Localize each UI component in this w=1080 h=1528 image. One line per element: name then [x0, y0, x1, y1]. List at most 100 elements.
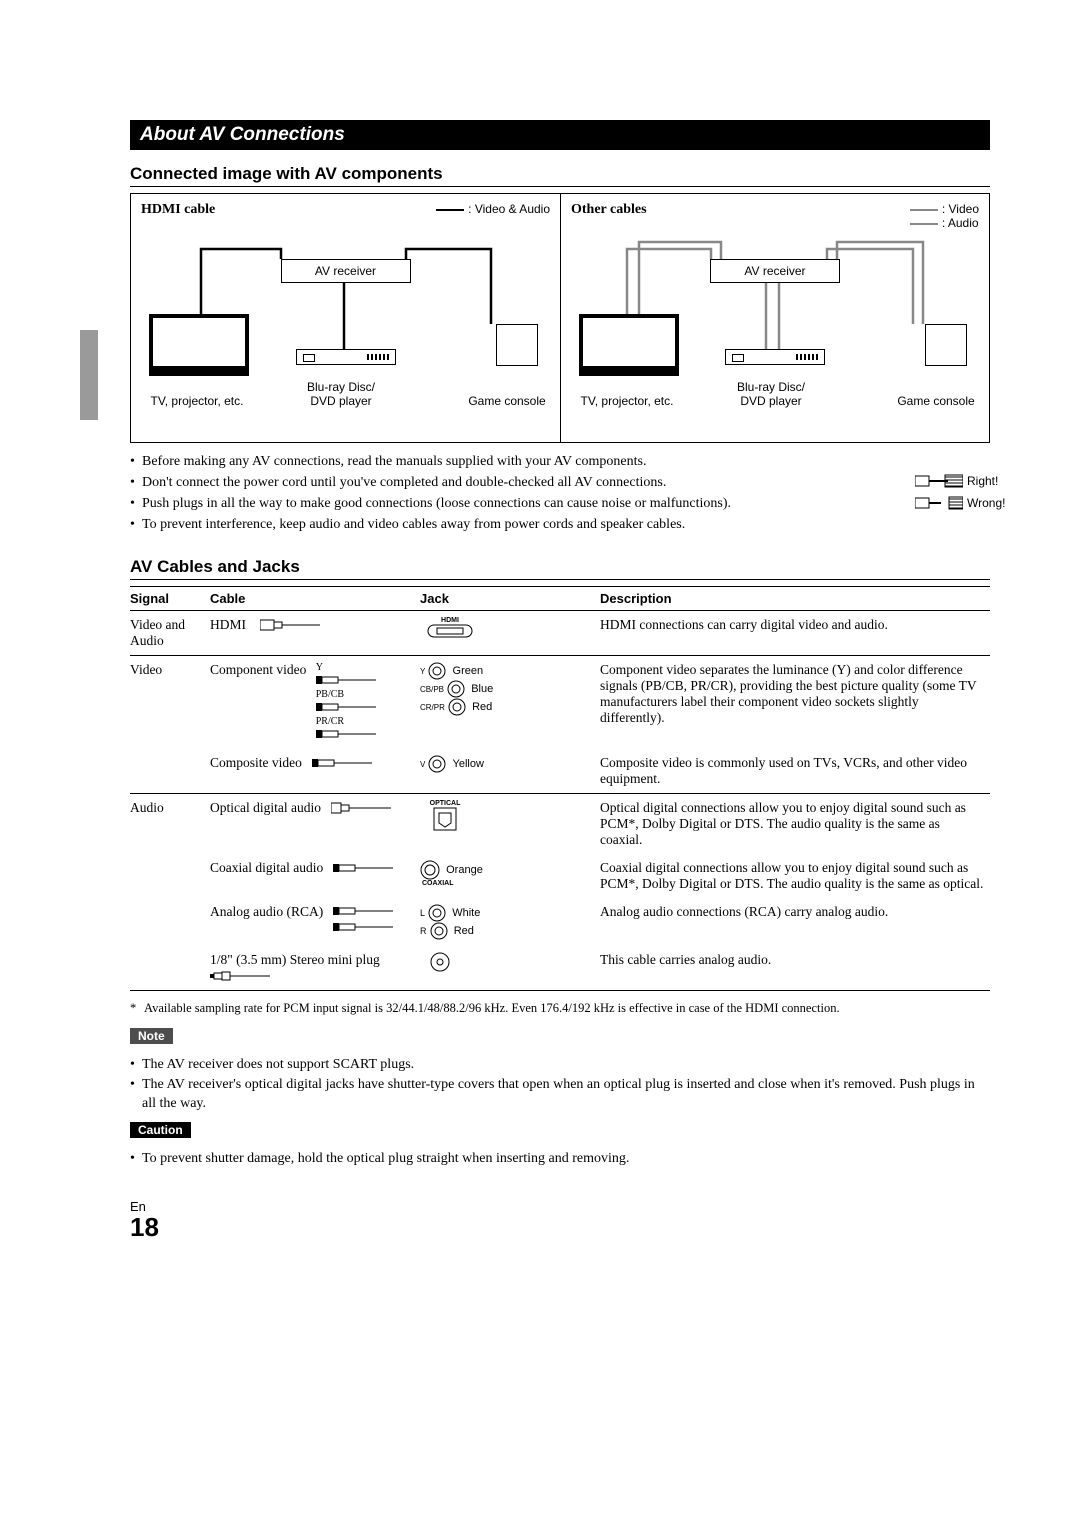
jack-prefix: L — [420, 907, 425, 917]
jack-color: Yellow — [453, 757, 484, 769]
table-row: Coaxial digital audio Orange COAXIAL Coa… — [130, 854, 990, 898]
note-tag: Note — [130, 1028, 173, 1044]
plug-callout: Right! Wrong! — [915, 468, 1010, 516]
note-bullet-list: The AV receiver does not support SCART p… — [130, 1056, 990, 1115]
diagram-hdmi: HDMI cable : Video & Audio AV receiver T… — [131, 194, 560, 442]
jack-prefix: Y — [420, 666, 425, 675]
hdmi-jack-icon — [427, 624, 473, 638]
diagram-other: Other cables : Video : Audio AV receiver — [560, 194, 989, 442]
cell-signal: Video and Audio — [130, 610, 210, 655]
table-row: Video Component video Y PB/CB PR/CR Y Gr… — [130, 655, 990, 749]
optical-jack-icon — [433, 807, 457, 831]
legend-hdmi: : Video & Audio — [436, 202, 550, 216]
top-bullet: To prevent interference, keep audio and … — [130, 516, 900, 535]
plug-wrong-label: Wrong! — [967, 496, 1005, 510]
top-bullet-list: Before making any AV connections, read t… — [130, 453, 990, 535]
table-row: 1/8" (3.5 mm) Stereo mini plug This cabl… — [130, 946, 990, 991]
other-receiver: AV receiver — [710, 259, 840, 283]
cables-table: Signal Cable Jack Description Video and … — [130, 586, 990, 991]
legend-hdmi-text: : Video & Audio — [468, 202, 550, 216]
jack-color: Blue — [471, 682, 493, 694]
other-tv-label: TV, projector, etc. — [577, 394, 677, 408]
cable-name: Coaxial digital audio — [210, 860, 323, 875]
hdmi-console — [496, 324, 538, 366]
cell-signal — [130, 946, 210, 991]
caution-tag: Caution — [130, 1122, 191, 1138]
rca-jack-icon — [447, 680, 465, 698]
side-tab — [80, 330, 98, 420]
table-header-row: Signal Cable Jack Description — [130, 586, 990, 610]
cell-desc: Coaxial digital connections allow you to… — [600, 854, 990, 898]
other-dvd-label-l2: DVD player — [740, 394, 801, 408]
legend-video-text: : Video — [942, 202, 979, 216]
top-bullet: Before making any AV connections, read t… — [130, 453, 900, 472]
cell-desc: HDMI connections can carry digital video… — [600, 610, 990, 655]
diagram-other-title: Other cables — [571, 202, 647, 218]
hdmi-dvd — [296, 349, 396, 365]
cable-name: HDMI — [210, 617, 246, 632]
cell-desc: Analog audio connections (RCA) carry ana… — [600, 898, 990, 946]
subhead-cables: AV Cables and Jacks — [130, 557, 990, 580]
page-footer: En 18 — [130, 1199, 990, 1240]
plug-right-label: Right! — [967, 474, 998, 488]
cell-signal: Audio — [130, 793, 210, 854]
cell-signal — [130, 749, 210, 794]
rca-jack-icon — [428, 904, 446, 922]
table-row: Composite video V Yellow Composite video… — [130, 749, 990, 794]
rca-plug-icon — [333, 863, 393, 873]
page-lang: En — [130, 1199, 990, 1214]
hdmi-receiver: AV receiver — [281, 259, 411, 283]
cell-signal — [130, 854, 210, 898]
note-bullet: The AV receiver's optical digital jacks … — [130, 1076, 990, 1114]
mini-plug-icon — [210, 971, 270, 981]
rca-jack-icon — [430, 922, 448, 940]
top-bullet: Push plugs in all the way to make good c… — [130, 495, 900, 514]
cell-jack: Orange COAXIAL — [420, 854, 600, 898]
rca-jack-icon — [420, 860, 440, 880]
top-bullet: Don't connect the power cord until you'v… — [130, 474, 900, 493]
jack-color: Red — [472, 700, 492, 712]
footnote: Available sampling rate for PCM input si… — [144, 1001, 990, 1016]
hdmi-dvd-label: Blu-ray Disc/ DVD player — [286, 380, 396, 408]
cell-jack: L White R Red — [420, 898, 600, 946]
subhead-connected-image: Connected image with AV components — [130, 164, 990, 187]
jack-label: HDMI — [420, 617, 480, 624]
jack-color: White — [452, 906, 480, 918]
hdmi-plug-icon — [260, 618, 320, 632]
plug-wrong-icon — [915, 494, 963, 512]
cell-cable: HDMI — [210, 610, 420, 655]
other-tv — [579, 314, 679, 376]
page-number: 18 — [130, 1214, 990, 1240]
section-title-bar: About AV Connections — [130, 120, 990, 150]
cell-jack: OPTICAL — [420, 793, 600, 854]
table-row: Analog audio (RCA) L White R Red Analog … — [130, 898, 990, 946]
note-bullet: The AV receiver does not support SCART p… — [130, 1056, 990, 1075]
jack-prefix: CB/PB — [420, 684, 444, 693]
other-dvd-label-l1: Blu-ray Disc/ — [737, 380, 805, 394]
mini-jack-icon — [430, 952, 450, 972]
rca-jack-icon — [428, 662, 446, 680]
cable-name: Component video — [210, 662, 306, 677]
table-row: Video and Audio HDMI HDMI HDMI connectio… — [130, 610, 990, 655]
jack-color: Green — [453, 664, 484, 676]
rca-jack-icon — [448, 698, 466, 716]
hdmi-tv-label: TV, projector, etc. — [147, 394, 247, 408]
cell-desc: Composite video is commonly used on TVs,… — [600, 749, 990, 794]
th-jack: Jack — [420, 586, 600, 610]
cell-cable: Composite video — [210, 749, 420, 794]
other-dvd — [725, 349, 825, 365]
rca-plug-icon — [333, 906, 393, 916]
jack-color: Orange — [446, 863, 483, 875]
connection-diagram: HDMI cable : Video & Audio AV receiver T… — [130, 193, 990, 443]
hdmi-tv — [149, 314, 249, 376]
cable-name: Optical digital audio — [210, 800, 321, 815]
cell-cable: Coaxial digital audio — [210, 854, 420, 898]
rca-plug-icon — [333, 922, 393, 932]
cable-name: Analog audio (RCA) — [210, 904, 323, 919]
page: About AV Connections Connected image wit… — [0, 0, 1080, 1280]
legend-audio-text: : Audio — [942, 216, 979, 230]
hdmi-dvd-label-l1: Blu-ray Disc/ — [307, 380, 375, 394]
cable-name: 1/8" (3.5 mm) Stereo mini plug — [210, 952, 380, 967]
cell-jack: V Yellow — [420, 749, 600, 794]
cell-desc: Optical digital connections allow you to… — [600, 793, 990, 854]
